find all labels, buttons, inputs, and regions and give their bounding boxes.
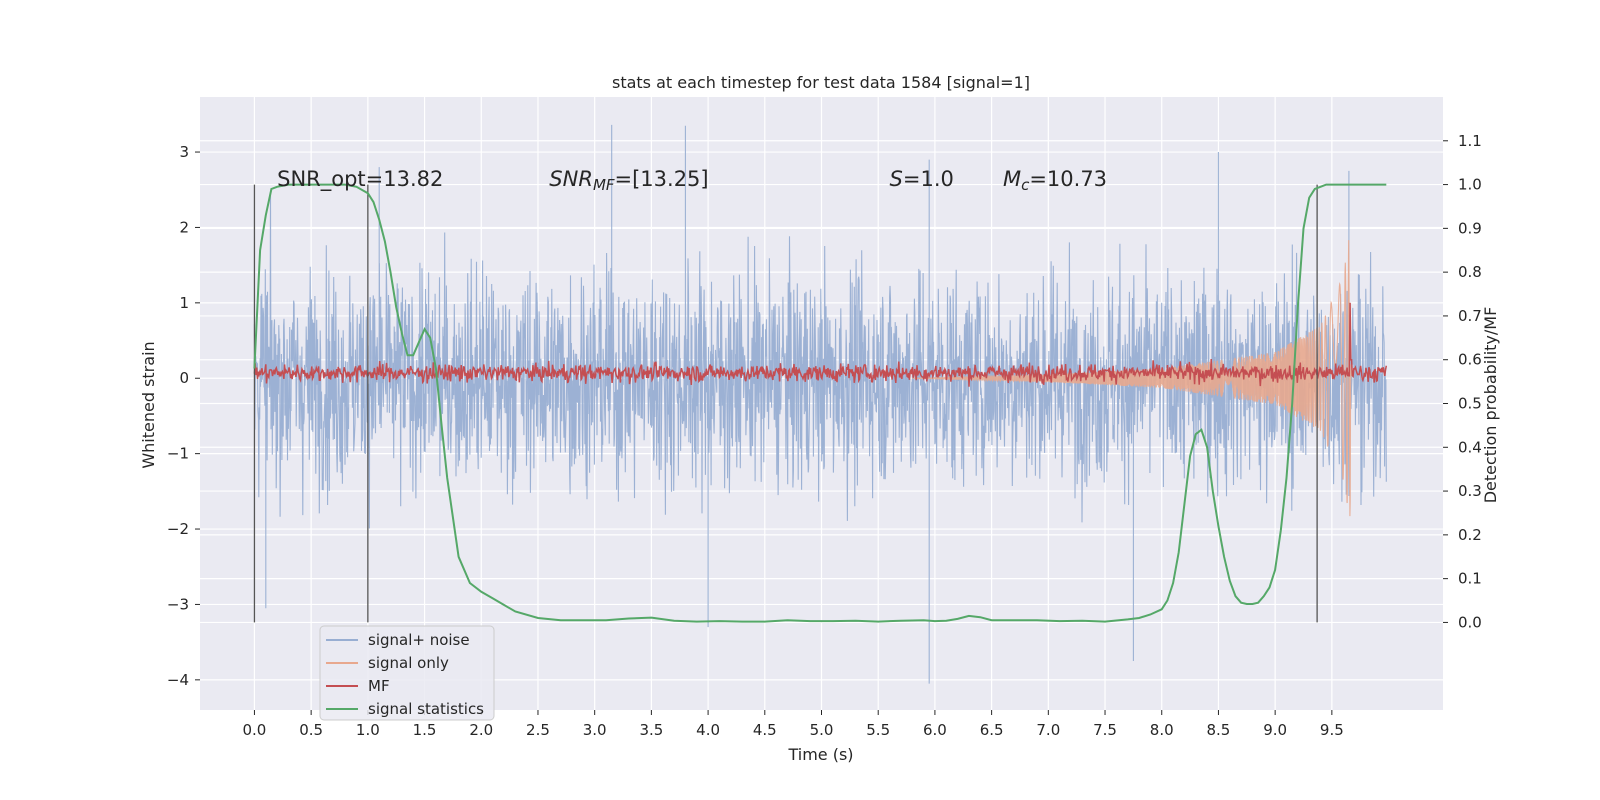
y2-tick-label-2: 0.9 bbox=[1458, 219, 1482, 237]
series-mf-line bbox=[253, 302, 1388, 387]
y-tick-label-3: 0 bbox=[179, 369, 189, 387]
legend-label-signal-plus-noise: signal+ noise bbox=[368, 631, 470, 649]
y-tick-label-1: 2 bbox=[179, 218, 189, 236]
legend-label-mf: MF bbox=[368, 677, 390, 695]
y-axis-label: Whitened strain bbox=[139, 341, 158, 468]
y2-tick-label-3: 0.8 bbox=[1458, 263, 1482, 281]
x-tick-label-11: 5.5 bbox=[866, 721, 890, 739]
y-tick-label-4: −1 bbox=[167, 445, 189, 463]
y2-tick-label-10: 0.1 bbox=[1458, 570, 1482, 588]
x-tick-label-7: 3.5 bbox=[639, 721, 663, 739]
x-tick-label-19: 9.5 bbox=[1320, 721, 1344, 739]
y-tick-label-5: −2 bbox=[167, 520, 189, 538]
y2-tick-label-4: 0.7 bbox=[1458, 307, 1482, 325]
x-tick-label-6: 3.0 bbox=[583, 721, 607, 739]
x-axis-label: Time (s) bbox=[787, 745, 853, 764]
x-tick-label-4: 2.0 bbox=[469, 721, 493, 739]
y2-tick-label-9: 0.2 bbox=[1458, 526, 1482, 544]
annotation-1: SNRMF=[13.25] bbox=[549, 167, 708, 194]
legend-label-signal-statistics: signal statistics bbox=[368, 700, 484, 718]
y2-axis-label: Detection probability/MF bbox=[1481, 307, 1500, 504]
y-tick-label-0: 3 bbox=[179, 143, 189, 161]
annotations: SNR_opt=13.82 SNRMF=[13.25] S=1.0 Mc=10.73 bbox=[277, 167, 1107, 194]
x-tick-label-16: 8.0 bbox=[1150, 721, 1174, 739]
x-tick-label-15: 7.5 bbox=[1093, 721, 1117, 739]
x-tick-label-0: 0.0 bbox=[243, 721, 267, 739]
x-tick-label-9: 4.5 bbox=[753, 721, 777, 739]
y2-tick-label-0: 1.1 bbox=[1458, 132, 1482, 150]
y2-tick-label-1: 1.0 bbox=[1458, 176, 1482, 194]
x-tick-label-12: 6.0 bbox=[923, 721, 947, 739]
legend-label-signal-only: signal only bbox=[368, 654, 449, 672]
annotation-3: Mc=10.73 bbox=[1003, 167, 1107, 194]
legend: signal+ noise signal only MF signal stat… bbox=[319, 625, 495, 721]
vertical-markers bbox=[253, 184, 1318, 623]
series-mf bbox=[253, 302, 1388, 387]
x-tick-label-3: 1.5 bbox=[413, 721, 437, 739]
x-tick-label-17: 8.5 bbox=[1207, 721, 1231, 739]
x-tick-label-13: 6.5 bbox=[980, 721, 1004, 739]
series-signal-statistics-line bbox=[253, 183, 1387, 623]
x-tick-label-10: 5.0 bbox=[810, 721, 834, 739]
y2-tick-label-6: 0.5 bbox=[1458, 395, 1482, 413]
series-signal-statistics bbox=[253, 183, 1387, 623]
y-tick-label-6: −3 bbox=[167, 595, 189, 613]
x-tick-label-5: 2.5 bbox=[526, 721, 550, 739]
y2-tick-label-11: 0.0 bbox=[1458, 613, 1482, 631]
x-tick-label-2: 1.0 bbox=[356, 721, 380, 739]
annotation-2: S=1.0 bbox=[890, 167, 954, 191]
x-tick-label-18: 9.0 bbox=[1263, 721, 1287, 739]
legend-box bbox=[319, 625, 495, 721]
tick-marks: 0.0 0.5 1.0 1.5 2.0 2.5 3.0 3.5 4.0 4.5 5.0 5.5 6.0 6… bbox=[167, 132, 1482, 739]
y2-tick-label-8: 0.3 bbox=[1458, 482, 1482, 500]
chart-title: stats at each timestep for test data 158… bbox=[612, 73, 1030, 92]
series-signal-plus-noise bbox=[253, 124, 1387, 684]
x-tick-label-14: 7.0 bbox=[1036, 721, 1060, 739]
x-tick-label-8: 4.0 bbox=[696, 721, 720, 739]
series-signal-plus-noise-line bbox=[253, 124, 1387, 684]
annotation-0: SNR_opt=13.82 bbox=[277, 167, 443, 192]
y2-tick-label-5: 0.6 bbox=[1458, 351, 1482, 369]
y2-tick-label-7: 0.4 bbox=[1458, 438, 1482, 456]
y-tick-label-2: 1 bbox=[179, 294, 189, 312]
y-tick-label-7: −4 bbox=[167, 671, 189, 689]
x-tick-label-1: 0.5 bbox=[299, 721, 323, 739]
